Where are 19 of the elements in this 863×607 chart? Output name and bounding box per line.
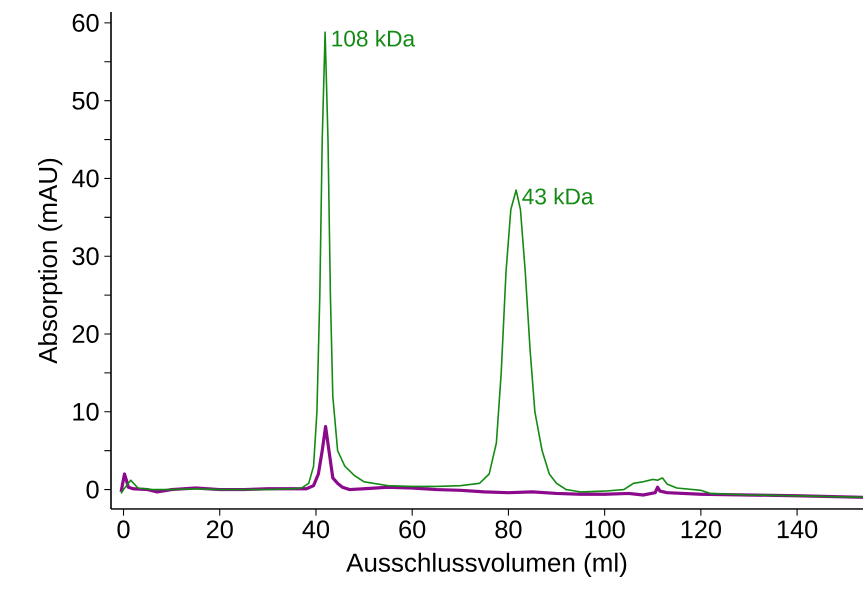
y-tick-label: 40 (72, 169, 99, 188)
x-axis-title: Ausschlussvolumen (ml) (346, 552, 626, 578)
annotation: 43 kDa (522, 188, 594, 205)
x-tick-label: 20 (206, 520, 233, 538)
x-tick-label: 40 (302, 520, 330, 538)
x-tick-label: 140 (778, 520, 818, 538)
y-axis-title: Absorption (mAU) (38, 158, 62, 364)
x-tick-label: 60 (399, 520, 426, 538)
y-tick-label: 30 (72, 247, 99, 266)
y-tick-label: 50 (72, 92, 99, 110)
y-tick-label: 20 (72, 325, 99, 343)
y-tick-label: 10 (73, 402, 99, 421)
x-tick-label: 100 (585, 520, 625, 538)
y-tick-label: 60 (72, 14, 99, 32)
y-tick-label: 0 (86, 480, 99, 499)
annotation: 108 kDa (332, 30, 416, 47)
x-tick-label: 80 (495, 520, 522, 538)
x-tick-label: 0 (117, 520, 130, 538)
x-tick-label: 120 (682, 520, 721, 538)
